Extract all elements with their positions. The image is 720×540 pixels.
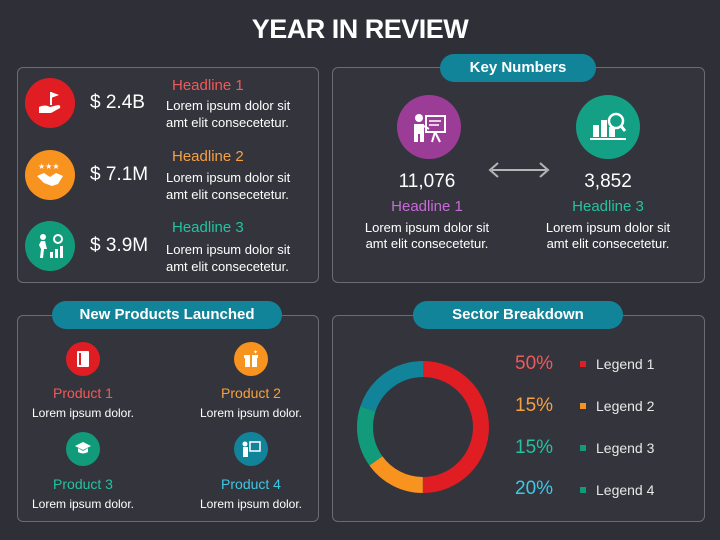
headline-3-title: Headline 3 xyxy=(172,219,244,236)
legend-2-label: Legend 2 xyxy=(596,398,655,414)
headline-3-value: $ 3.9M xyxy=(90,235,149,256)
legend-3-label: Legend 3 xyxy=(596,440,655,456)
product-1-name: Product 1 xyxy=(53,385,113,401)
sector-1-pct: 50% xyxy=(515,353,554,374)
sector-donut-chart xyxy=(357,361,489,493)
products-label: New Products Launched xyxy=(52,301,282,329)
key-number-left-value: 11,076 xyxy=(398,171,456,192)
product-2-name: Product 2 xyxy=(221,385,281,401)
product-2-text: Lorem ipsum dolor. xyxy=(199,406,303,420)
legend-4-marker xyxy=(580,487,586,493)
svg-text:★★★: ★★★ xyxy=(38,162,60,171)
book-icon xyxy=(66,342,100,376)
headline-2-title: Headline 2 xyxy=(172,148,244,165)
key-number-left-text-line1: Lorem ipsum dolor sit xyxy=(364,220,490,235)
sector-4-pct: 20% xyxy=(515,478,554,499)
key-numbers-label: Key Numbers xyxy=(440,54,596,82)
key-number-left-text-line2: amt elit consecetetur. xyxy=(365,236,489,251)
headline-3-text-line2: amt elit consecetetur. xyxy=(166,259,289,274)
headline-1-text-line2: amt elit consecetetur. xyxy=(166,115,289,130)
donut-slice-4 xyxy=(357,361,489,493)
legend-4-label: Legend 4 xyxy=(596,482,655,498)
donut-slice-3 xyxy=(357,361,489,493)
sector-2-pct: 15% xyxy=(515,395,554,416)
product-3-name: Product 3 xyxy=(53,476,113,492)
sector-label: Sector Breakdown xyxy=(413,301,623,329)
sector-3-pct: 15% xyxy=(515,437,554,458)
page-title: YEAR IN REVIEW xyxy=(251,14,469,44)
headline-2-text-line1: Lorem ipsum dolor sit xyxy=(166,170,291,185)
product-3-text: Lorem ipsum dolor. xyxy=(31,497,135,511)
key-numbers-panel xyxy=(332,67,705,283)
gift-icon: ✦ xyxy=(234,342,268,376)
headline-2-text-line2: amt elit consecetetur. xyxy=(166,187,289,202)
presentation-icon xyxy=(397,95,461,159)
product-4-text: Lorem ipsum dolor. xyxy=(199,497,303,511)
key-number-left-title: Headline 1 xyxy=(391,198,463,215)
product-4-name: Product 4 xyxy=(221,476,281,492)
headline-1-text-line1: Lorem ipsum dolor sit xyxy=(166,98,291,113)
legend-3-marker xyxy=(580,445,586,451)
headline-1-title: Headline 1 xyxy=(172,77,244,94)
key-number-right-text-line1: Lorem ipsum dolor sit xyxy=(545,220,671,235)
key-number-right-value: 3,852 xyxy=(584,171,632,192)
key-number-right-text-line2: amt elit consecetetur. xyxy=(546,236,670,251)
product-1-text: Lorem ipsum dolor. xyxy=(31,406,135,420)
headline-2-value: $ 7.1M xyxy=(90,164,149,185)
hand-flag-icon xyxy=(25,78,75,128)
growth-chart-icon xyxy=(25,221,75,271)
headline-3-text-line1: Lorem ipsum dolor sit xyxy=(166,242,291,257)
svg-text:✦: ✦ xyxy=(253,349,258,356)
legend-1-label: Legend 1 xyxy=(596,356,655,372)
handshake-icon: ★★★ xyxy=(25,150,75,200)
legend-1-marker xyxy=(580,361,586,367)
sector-panel xyxy=(332,315,705,522)
graduation-icon xyxy=(66,432,100,466)
legend-2-marker xyxy=(580,403,586,409)
teacher-icon xyxy=(234,432,268,466)
analytics-icon xyxy=(576,95,640,159)
double-arrow-icon xyxy=(488,162,550,178)
key-number-right-title: Headline 3 xyxy=(572,198,644,215)
headline-1-value: $ 2.4B xyxy=(90,92,145,113)
